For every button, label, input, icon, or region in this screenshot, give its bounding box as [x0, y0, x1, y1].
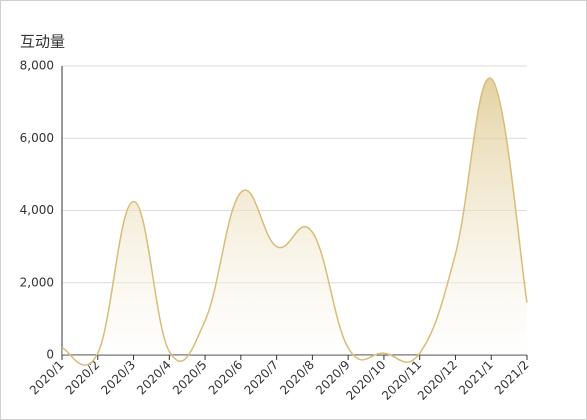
area-fill — [62, 78, 527, 366]
y-axis-label: 互动量 — [20, 33, 65, 51]
y-tick-label: 0 — [46, 348, 54, 362]
y-tick-label: 8,000 — [20, 59, 54, 73]
y-tick-label: 4,000 — [20, 203, 54, 217]
area-line — [61, 77, 528, 366]
y-tick-label: 2,000 — [20, 275, 54, 289]
y-tick-label: 6,000 — [20, 131, 54, 145]
